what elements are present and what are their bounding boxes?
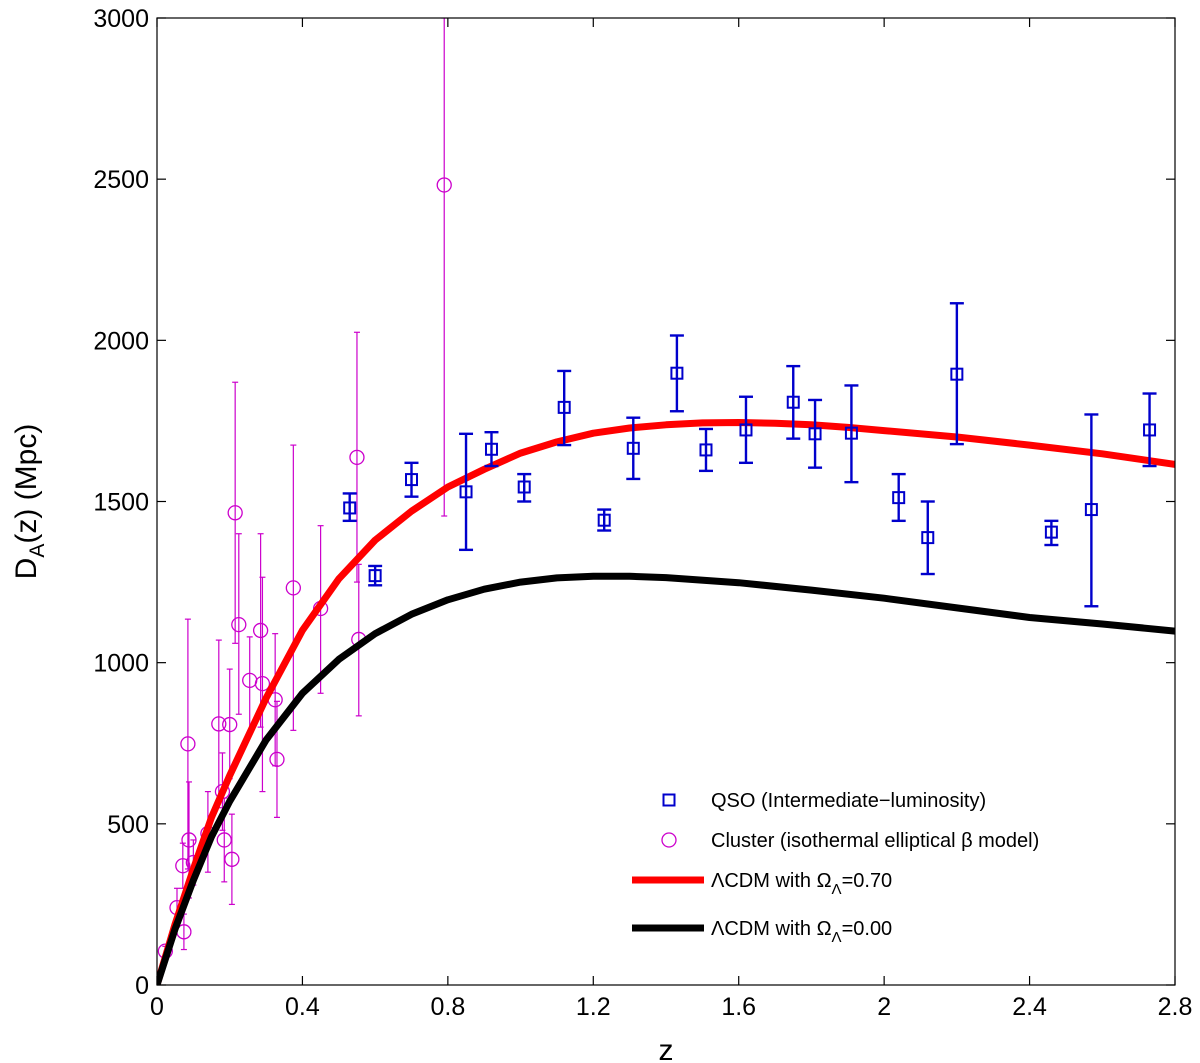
cluster-point [227,505,243,521]
cluster-point [254,675,271,692]
legend-label-subscript: Λ [832,929,842,946]
cluster-point [436,177,452,193]
y-tick-label: 2500 [93,166,149,194]
x-tick-label: 2.4 [1012,993,1047,1021]
qso-point [343,501,357,515]
cluster-point [269,751,285,768]
legend-label-lcdm-000: ΛCDM with ΩΛ=0.00 [711,918,892,946]
x-tick-label: 2 [877,993,891,1021]
cluster-point [211,716,227,732]
series-square-scatter [342,302,1157,608]
plot-series [157,18,1175,985]
cluster-point [285,580,301,596]
x-tick-label: 2.8 [1158,993,1193,1021]
cluster-point [224,851,240,867]
x-tick-label: 1.2 [576,993,611,1021]
y-axis-title-rest: (z) (Mpc) [10,424,43,544]
x-tick-label: 0.8 [430,993,465,1021]
qso-point [1084,503,1098,517]
lcdm-070-curve [157,419,1175,985]
y-tick-label: 0 [135,972,149,1000]
legend-label-text: ΛCDM with Ω [711,918,832,940]
y-axis-title-main: D [10,558,43,580]
x-tick-label: 1.6 [721,993,756,1021]
qso-point [484,442,498,456]
qso-point [844,426,858,440]
qso-point [368,569,382,583]
legend-label-lcdm-070: ΛCDM with ΩΛ=0.70 [711,870,892,898]
legend-label-cluster: Cluster (isothermal elliptical β model) [711,830,1039,852]
cluster-point [252,622,269,639]
cluster-point [231,616,247,633]
qso-point [557,400,571,414]
y-tick-label: 3000 [93,5,149,33]
axes: 0 0.4 0.8 1.2 1.6 2 2.4 2.8 0 500 1000 1500 2000 2500… [93,5,1192,1021]
qso-point [459,485,473,499]
series-undefined-line [157,419,1175,985]
qso-point [597,513,611,527]
legend-swatch-qso [662,793,676,807]
qso-point [670,366,684,380]
cluster-point [349,449,365,465]
qso-point [808,427,822,441]
x-tick-label: 0 [150,993,164,1021]
x-tick-label: 0.4 [285,993,320,1021]
qso-point [1143,423,1157,437]
y-tick-label: 1500 [93,489,149,517]
series-circle-scatter [157,18,452,959]
qso-point [892,491,906,505]
legend: QSO (Intermediate−luminosity) Cluster (is… [632,790,1039,946]
qso-point [405,473,418,487]
lcdm-000-curve [157,572,1175,985]
series-undefined-line [157,572,1175,985]
legend-label-value: =0.70 [842,870,893,892]
y-axis-title-subscript: A [26,544,49,558]
cluster-point [180,736,196,752]
legend-swatch-cluster [661,832,677,848]
qso-point [626,441,640,455]
legend-label-qso: QSO (Intermediate−luminosity) [711,790,986,812]
y-tick-label: 1000 [93,650,149,678]
legend-label-subscript: Λ [832,881,842,898]
y-tick-label: 500 [107,811,149,839]
qso-point [699,443,713,457]
cluster-point [175,858,191,874]
qso-point [517,480,531,494]
qso-point [950,367,964,381]
x-axis-title: z [659,1034,674,1063]
qso-point [921,531,935,545]
qso-point [1044,525,1058,539]
y-tick-label: 2000 [93,327,149,355]
qso-point [739,423,753,437]
qso-point [786,395,800,409]
cluster-point [216,832,232,848]
y-axis-title: DA(z) (Mpc) [10,424,49,580]
cluster-point [222,716,238,733]
legend-label-value: =0.00 [842,918,893,940]
legend-label-text: ΛCDM with Ω [711,870,832,892]
